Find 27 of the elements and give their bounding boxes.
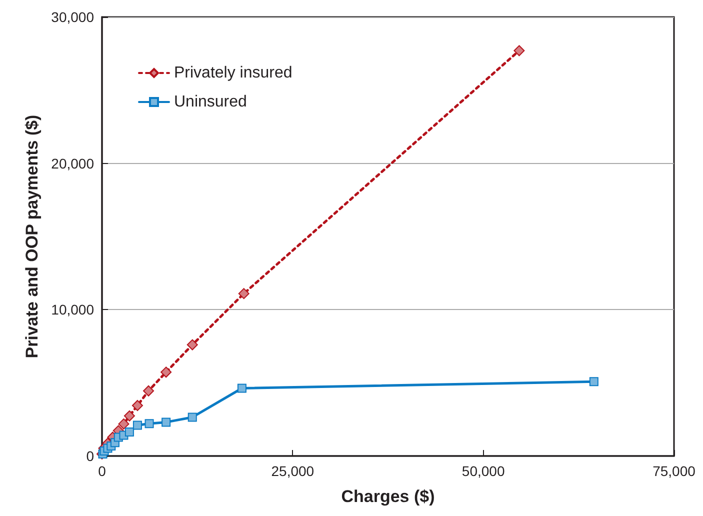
legend-label: Privately insured xyxy=(174,64,292,82)
point xyxy=(589,377,598,386)
point xyxy=(132,400,143,412)
y-tick-label: 30,000 xyxy=(51,9,94,25)
point xyxy=(514,45,525,56)
point xyxy=(237,384,246,393)
x-tick-label: 0 xyxy=(98,463,106,479)
x-axis-title: Charges ($) xyxy=(341,487,435,506)
y-tick-label: 0 xyxy=(86,448,94,464)
point xyxy=(132,420,142,430)
point xyxy=(124,428,134,436)
point xyxy=(186,339,198,350)
y-axis-title: Private and OOP payments ($) xyxy=(22,114,42,358)
point xyxy=(143,385,154,396)
point xyxy=(118,418,130,430)
point xyxy=(238,288,250,300)
y-tick-label: 10,000 xyxy=(51,302,94,318)
y-tick-label: 20,000 xyxy=(51,155,94,172)
point xyxy=(188,412,197,422)
x-tick-label: 50,000 xyxy=(462,463,505,479)
point xyxy=(144,419,154,428)
point xyxy=(160,366,172,378)
legend-label: Uninsured xyxy=(174,94,247,110)
point xyxy=(162,418,171,427)
point xyxy=(124,410,135,422)
x-tick-label: 25,000 xyxy=(271,463,314,479)
x-tick-label: 75,000 xyxy=(652,463,696,479)
